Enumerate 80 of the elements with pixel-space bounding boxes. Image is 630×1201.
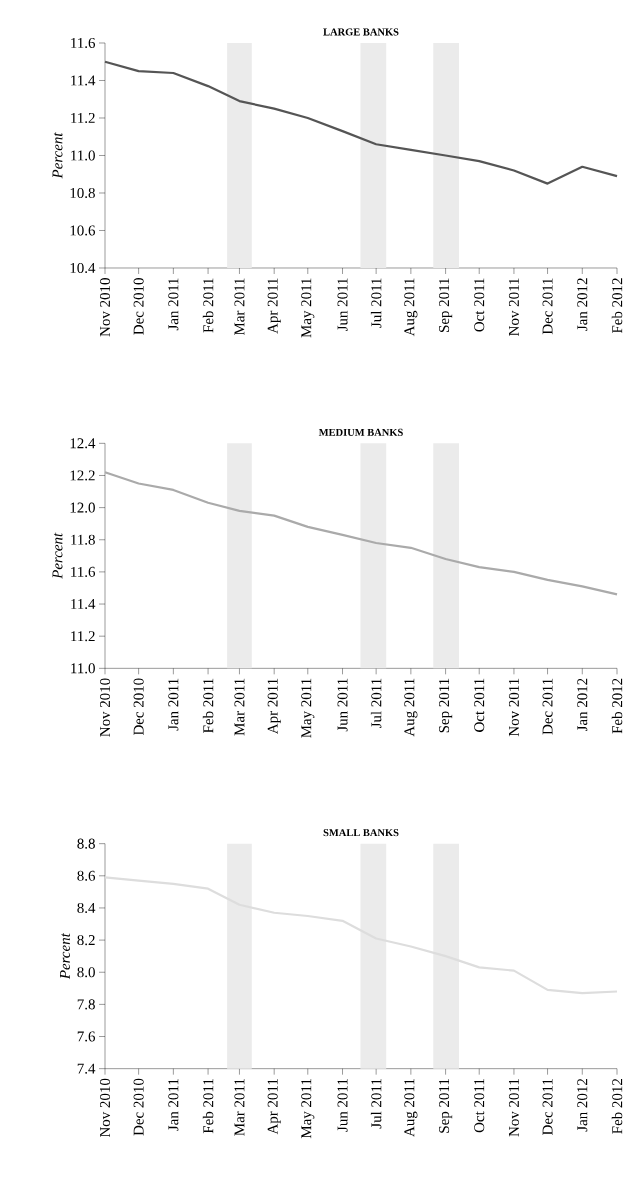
y-tick-label: 7.6 <box>77 1031 96 1042</box>
y-axis-title: Percent <box>60 932 70 980</box>
y-tick-label: 10.8 <box>70 187 95 199</box>
y-tick-label: 11.6 <box>71 37 96 49</box>
x-tick-label: Mar 2011 <box>234 1079 245 1136</box>
y-tick-label: 11.0 <box>71 150 95 161</box>
x-tick-label: Jan 2011 <box>168 278 179 331</box>
x-tick-label: Feb 2012 <box>611 678 623 734</box>
x-tick-label: Apr 2011 <box>267 278 281 334</box>
line-series <box>103 876 619 995</box>
chart-title: MEDIUM BANKS <box>318 428 403 436</box>
x-tick-label: Aug 2011 <box>404 1079 418 1137</box>
y-tick-label: 11.4 <box>71 599 96 610</box>
x-tick-label: Jan 2012 <box>577 1079 588 1132</box>
y-tick-label: 7.8 <box>77 999 95 1010</box>
x-tick-label: Jan 2012 <box>577 278 588 331</box>
y-tick-label: 12.2 <box>70 470 95 481</box>
x-tick-label: Dec 2010 <box>133 678 144 736</box>
chart-title: SMALL BANKS <box>323 829 399 837</box>
y-axis-title: Percent <box>52 532 63 579</box>
y-tick-label: 11.2 <box>71 631 95 642</box>
x-tick-label: Jun 2011 <box>337 678 348 732</box>
x-tick-label: Oct 2011 <box>474 1079 485 1133</box>
x-tick-label: Jun 2011 <box>337 1079 348 1132</box>
x-tick-label: Aug 2011 <box>404 278 418 337</box>
x-tick-label: Dec 2010 <box>133 1078 144 1136</box>
y-axis-title: Percent <box>52 132 63 179</box>
x-tick-label: Nov 2010 <box>99 278 111 337</box>
y-tick-label: 7.4 <box>77 1063 96 1074</box>
x-tick-label: Feb 2012 <box>611 278 623 334</box>
x-tick-label: Dec 2011 <box>542 278 553 335</box>
y-tick-label: 8.2 <box>77 935 95 946</box>
line-series <box>103 471 619 596</box>
y-tick-label: 8.8 <box>77 838 95 849</box>
x-tick-label: Feb 2011 <box>202 678 214 733</box>
x-tick-label: Jan 2011 <box>168 1079 179 1131</box>
x-tick-label: Nov 2011 <box>508 1079 519 1137</box>
x-tick-label: May 2011 <box>301 678 315 738</box>
y-tick-label: 11.4 <box>71 75 96 86</box>
x-tick-label: Apr 2011 <box>267 678 281 735</box>
y-tick-label: 8.0 <box>77 967 95 978</box>
x-tick-label: Nov 2010 <box>99 1078 111 1138</box>
line-series <box>103 60 619 185</box>
y-tick-label: 10.4 <box>70 262 96 274</box>
x-tick-label: Jan 2011 <box>168 678 179 731</box>
chart-title: LARGE BANKS <box>323 28 399 36</box>
x-tick-label: Sep 2011 <box>439 1079 453 1133</box>
x-tick-label: Nov 2011 <box>508 678 519 737</box>
x-tick-label: Jul 2011 <box>370 678 382 729</box>
y-tick-label: 11.6 <box>71 566 96 577</box>
x-tick-label: Dec 2011 <box>542 1079 553 1135</box>
y-tick-label: 11.8 <box>71 534 95 545</box>
x-tick-label: Dec 2011 <box>542 678 553 735</box>
x-tick-label: Jul 2011 <box>370 278 382 328</box>
y-tick-label: 10.6 <box>70 225 96 236</box>
x-tick-label: Apr 2011 <box>267 1079 281 1135</box>
y-tick-label: 12.0 <box>70 502 95 513</box>
x-tick-label: Nov 2011 <box>508 278 519 336</box>
x-tick-label: Feb 2011 <box>202 278 214 333</box>
x-tick-label: Aug 2011 <box>404 678 418 737</box>
x-tick-label: Mar 2011 <box>234 278 245 336</box>
y-tick-label: 11.2 <box>71 112 95 124</box>
x-tick-label: Sep 2011 <box>439 678 453 733</box>
y-tick-label: 11.0 <box>71 663 95 674</box>
x-tick-label: Oct 2011 <box>474 678 485 732</box>
x-tick-label: Jan 2012 <box>577 678 588 732</box>
x-tick-label: Nov 2010 <box>99 678 111 737</box>
x-tick-label: Feb 2011 <box>202 1079 214 1134</box>
x-tick-label: Dec 2010 <box>133 278 144 335</box>
x-tick-label: Mar 2011 <box>234 678 245 736</box>
y-tick-label: 12.4 <box>70 438 96 449</box>
x-tick-label: May 2011 <box>301 1079 315 1139</box>
y-tick-label: 8.4 <box>77 902 96 914</box>
x-tick-label: Jul 2011 <box>370 1079 382 1129</box>
y-tick-label: 8.6 <box>77 870 96 881</box>
x-tick-label: Oct 2011 <box>474 278 485 332</box>
x-tick-label: Jun 2011 <box>337 278 348 332</box>
x-tick-label: Feb 2012 <box>611 1079 623 1134</box>
x-tick-label: May 2011 <box>301 278 315 338</box>
x-tick-label: Sep 2011 <box>439 278 453 332</box>
